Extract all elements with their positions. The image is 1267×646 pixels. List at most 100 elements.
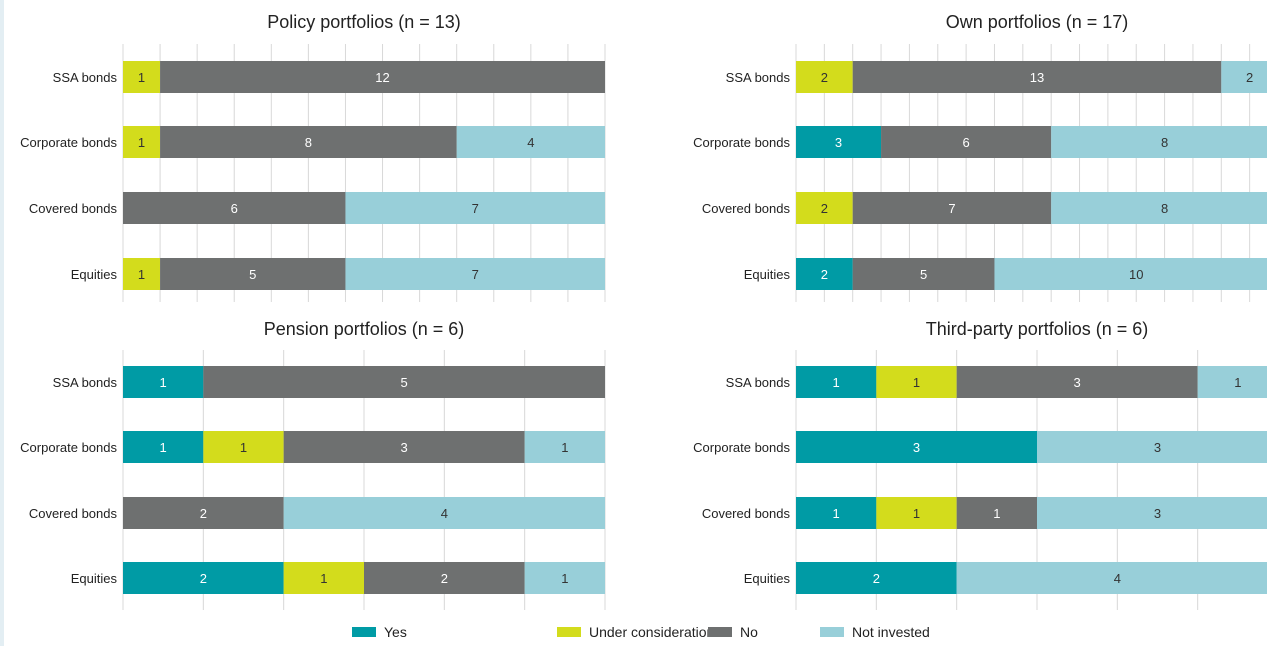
chart-panel-policy-portfolios-n-13: Policy portfolios (n = 13) SSA bonds 1 12 Co… (20, 12, 606, 302)
bar-segment-no (881, 126, 1052, 158)
data-label: 3 (401, 440, 408, 455)
category-label: Equities (71, 267, 118, 282)
legend-swatch-not-invested (820, 627, 844, 637)
data-label: 7 (948, 201, 955, 216)
data-label: 1 (913, 375, 920, 390)
bar-segment-no (160, 61, 606, 93)
category-label: Corporate bonds (693, 135, 790, 150)
data-label: 1 (160, 375, 167, 390)
data-label: 1 (561, 440, 568, 455)
bar-segment-not-invested (1197, 366, 1267, 398)
data-label: 2 (200, 571, 207, 586)
category-label: Corporate bonds (20, 440, 117, 455)
data-label: 2 (821, 70, 828, 85)
bar-segment-under-consideration (796, 61, 853, 93)
left-accent-bar (0, 0, 4, 646)
bar-segment-yes (796, 366, 877, 398)
bar-segment-no (160, 126, 457, 158)
category-label: Corporate bonds (693, 440, 790, 455)
bar-segment-no (160, 258, 346, 290)
bar-segment-yes (123, 562, 284, 594)
data-label: 1 (138, 70, 145, 85)
data-label: 4 (527, 135, 534, 150)
bar-segment-yes (796, 562, 957, 594)
data-label: 1 (561, 571, 568, 586)
data-label: 5 (249, 267, 256, 282)
category-label: Equities (744, 267, 791, 282)
data-label: 1 (1234, 375, 1241, 390)
legend-label-yes: Yes (384, 624, 407, 640)
chart-title: Policy portfolios (n = 13) (267, 12, 461, 32)
bar-segment-no (956, 366, 1198, 398)
bar-segment-under-consideration (796, 192, 853, 224)
bar-segment-no (123, 192, 346, 224)
category-label: Covered bonds (702, 201, 791, 216)
chart-title: Pension portfolios (n = 6) (264, 319, 465, 339)
bar-segment-no (283, 431, 525, 463)
legend-label-under-consideration: Under consideration (589, 624, 715, 640)
bar-segment-not-invested (524, 562, 605, 594)
data-label: 2 (200, 506, 207, 521)
data-label: 8 (305, 135, 312, 150)
data-label: 7 (472, 267, 479, 282)
bar-segment-yes (796, 258, 853, 290)
data-label: 1 (913, 506, 920, 521)
bar-segment-no (852, 258, 995, 290)
bar-segment-no (203, 366, 606, 398)
data-label: 2 (1246, 70, 1253, 85)
bar-segment-yes (123, 366, 204, 398)
data-label: 10 (1129, 267, 1143, 282)
category-label: Covered bonds (702, 506, 791, 521)
bar-segment-under-consideration (203, 431, 284, 463)
bar-segment-not-invested (1051, 126, 1267, 158)
bar-segment-yes (796, 126, 882, 158)
bar-segment-not-invested (283, 497, 605, 529)
data-label: 1 (138, 267, 145, 282)
data-label: 2 (441, 571, 448, 586)
legend-swatch-yes (352, 627, 376, 637)
category-label: SSA bonds (53, 70, 118, 85)
data-label: 1 (240, 440, 247, 455)
data-label: 6 (963, 135, 970, 150)
category-label: Equities (744, 571, 791, 586)
category-label: SSA bonds (726, 375, 791, 390)
legend-swatch-no (708, 627, 732, 637)
bar-segment-under-consideration (876, 497, 957, 529)
bar-segment-not-invested (956, 562, 1267, 594)
chart-panel-third-party-portfolios-n-6: Third-party portfolios (n = 6) SSA bonds 1… (693, 319, 1267, 610)
data-label: 1 (833, 375, 840, 390)
bar-segment-not-invested (345, 258, 605, 290)
chart-panel-pension-portfolios-n-6: Pension portfolios (n = 6) SSA bonds 1 5 Cor… (20, 319, 606, 610)
bar-segment-under-consideration (283, 562, 364, 594)
data-label: 4 (441, 506, 448, 521)
data-label: 1 (833, 506, 840, 521)
bar-segment-no (123, 497, 284, 529)
data-label: 3 (1154, 440, 1161, 455)
category-label: Corporate bonds (20, 135, 117, 150)
legend-label-no: No (740, 624, 758, 640)
legend: Yes Under consideration No Not invested (0, 620, 1267, 646)
data-label: 1 (993, 506, 1000, 521)
legend-swatch-under-consideration (557, 627, 581, 637)
data-label: 5 (401, 375, 408, 390)
data-label: 1 (138, 135, 145, 150)
data-label: 8 (1161, 201, 1168, 216)
category-label: Covered bonds (29, 506, 118, 521)
bar-segment-no (852, 192, 1052, 224)
chart-title: Third-party portfolios (n = 6) (926, 319, 1149, 339)
legend-label-not-invested: Not invested (852, 624, 930, 640)
legend-item-no: No (708, 624, 758, 640)
data-label: 1 (160, 440, 167, 455)
data-label: 4 (1114, 571, 1121, 586)
bar-segment-under-consideration (123, 258, 161, 290)
bar-segment-not-invested (524, 431, 605, 463)
data-label: 3 (913, 440, 920, 455)
legend-item-under-consideration: Under consideration (557, 624, 714, 640)
data-label: 2 (873, 571, 880, 586)
data-label: 6 (231, 201, 238, 216)
legend-item-yes: Yes (352, 624, 407, 640)
data-label: 2 (821, 267, 828, 282)
category-label: SSA bonds (726, 70, 791, 85)
chart-panel-own-portfolios-n-17: Own portfolios (n = 17) SSA bonds 2 13 2 Corp… (693, 12, 1267, 302)
category-label: Covered bonds (29, 201, 118, 216)
